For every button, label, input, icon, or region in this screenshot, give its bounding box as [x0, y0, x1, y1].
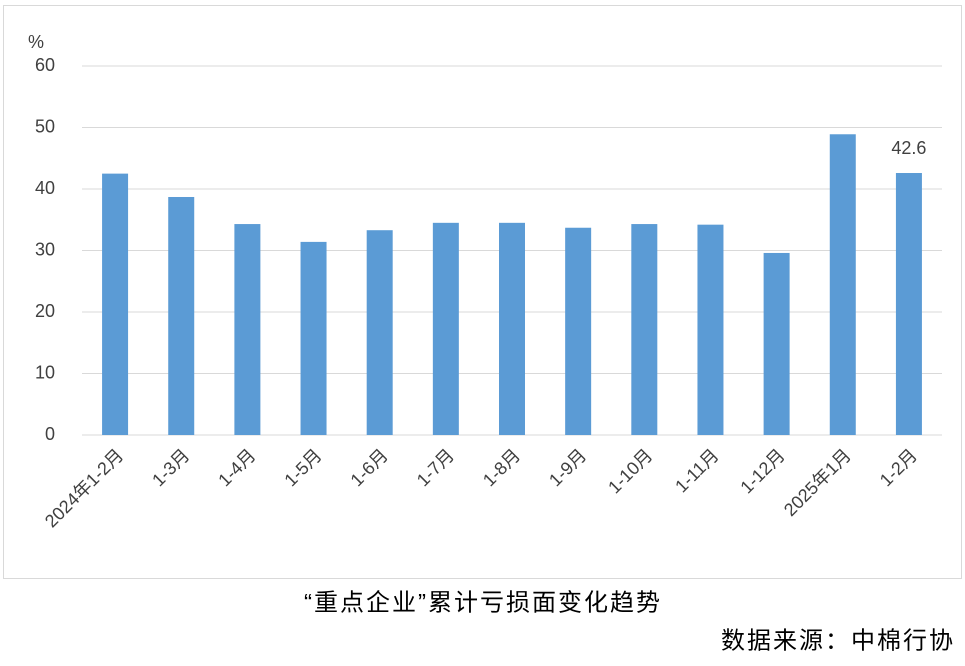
y-tick-label: 0	[45, 424, 55, 444]
bar	[432, 222, 459, 435]
bar	[168, 196, 195, 435]
x-tick-label: 1-4月	[214, 445, 259, 490]
bar	[234, 224, 261, 435]
x-tick-label: 1-7月	[413, 445, 458, 490]
x-tick-label: 1-6月	[347, 445, 392, 490]
bar	[829, 134, 856, 435]
y-axis-label: %	[28, 32, 44, 52]
x-tick-label: 1-3月	[148, 445, 193, 490]
bar	[697, 224, 724, 435]
bar	[102, 173, 129, 435]
x-tick-label: 1-12月	[736, 445, 788, 497]
y-tick-label: 60	[35, 55, 55, 75]
bar	[895, 173, 922, 435]
x-tick-label: 2025年1月	[780, 445, 855, 520]
y-tick-label: 40	[35, 178, 55, 198]
x-tick-label: 1-10月	[604, 445, 656, 497]
chart-border	[3, 5, 962, 579]
bar	[499, 222, 525, 435]
bar	[300, 241, 327, 435]
y-tick-label: 30	[35, 239, 55, 259]
x-tick-label: 1-9月	[545, 445, 590, 490]
bar	[631, 224, 658, 435]
x-tick-label: 1-8月	[479, 445, 524, 490]
bar	[366, 230, 393, 435]
chart-title: “重点企业”累计亏损面变化趋势	[304, 589, 662, 616]
x-tick-label: 1-5月	[280, 445, 325, 490]
x-tick-label: 2024年1-2月	[41, 445, 127, 531]
data-label: 42.6	[891, 138, 926, 158]
x-tick-label: 1-11月	[671, 445, 722, 496]
bar	[565, 227, 592, 435]
y-tick-label: 50	[35, 116, 55, 136]
bar	[763, 252, 790, 435]
source: 数据来源：中棉行协	[721, 627, 955, 654]
y-tick-label: 20	[35, 301, 55, 321]
x-tick-label: 1-2月	[876, 445, 921, 490]
y-tick-label: 10	[35, 362, 55, 382]
